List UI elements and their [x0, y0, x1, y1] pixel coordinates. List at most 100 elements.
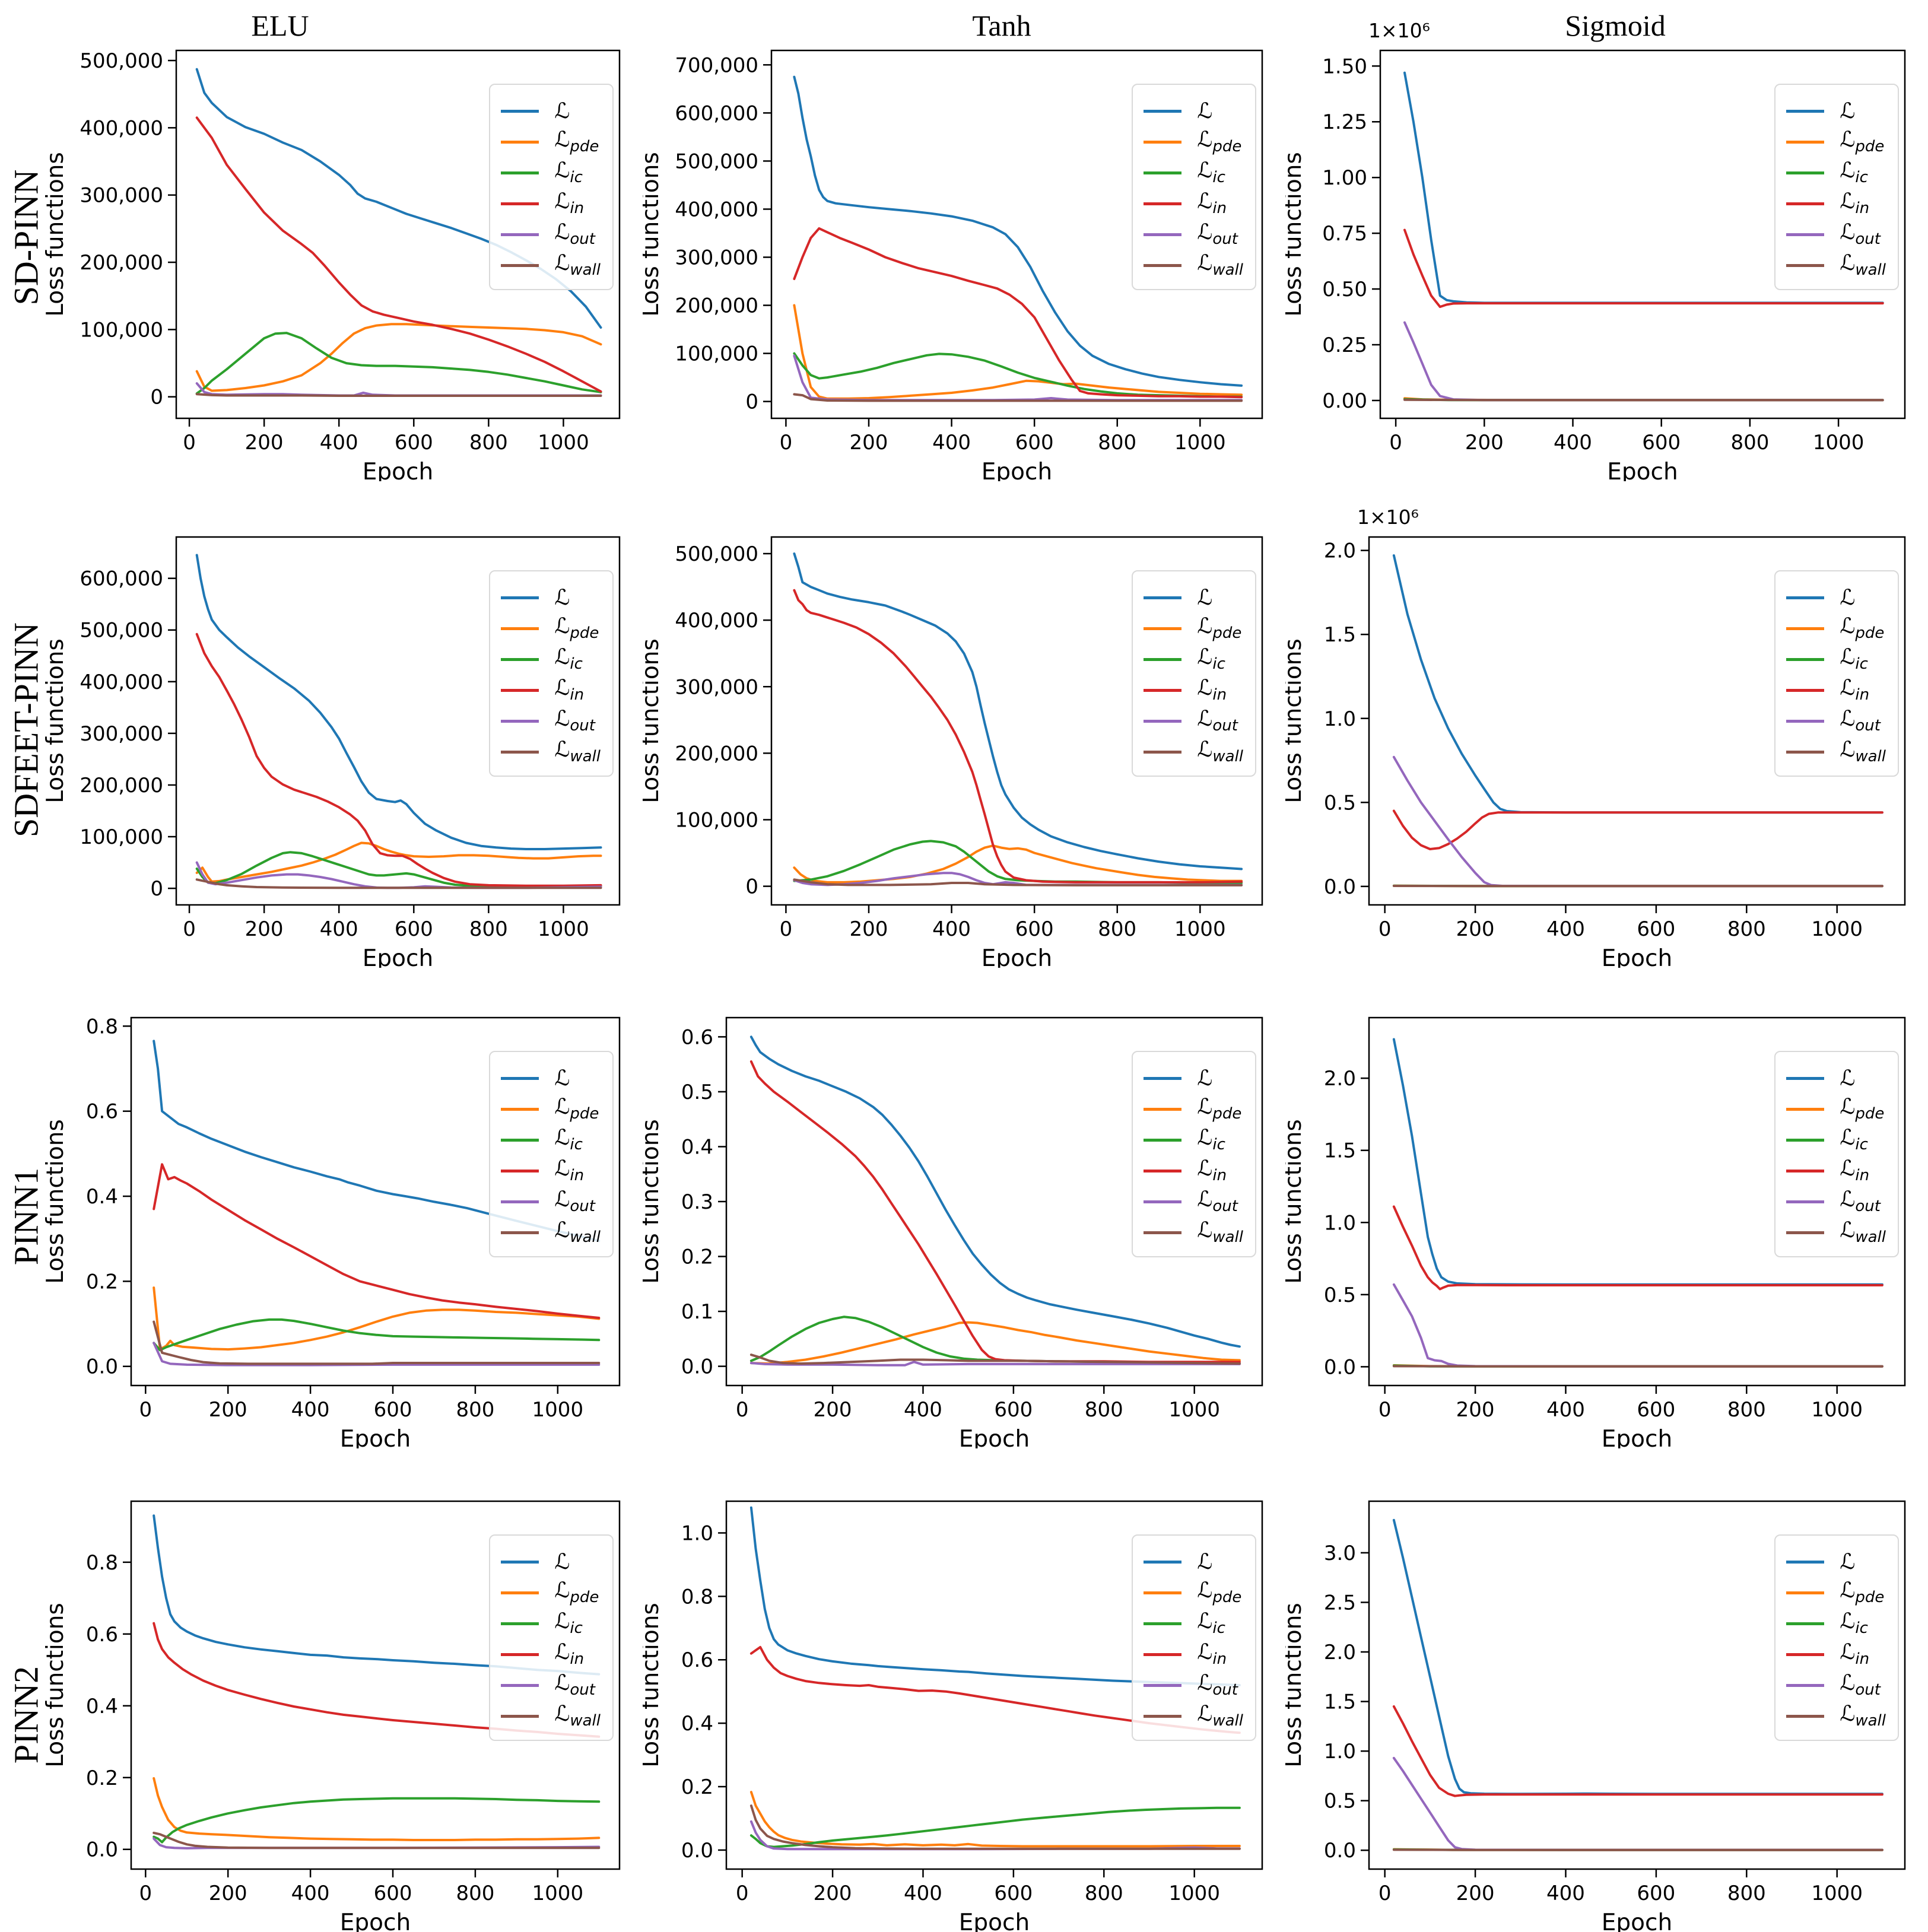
legend-label: ℒ: [1840, 98, 1856, 123]
series-L_pde-line: [195, 323, 602, 392]
legend-label: ℒ: [1197, 98, 1213, 123]
y-tick-label: 100,000: [675, 808, 758, 832]
legend-line-swatch: [1786, 1591, 1825, 1594]
x-tick-label: 0: [183, 917, 196, 941]
legend-label: ℒin: [554, 1156, 585, 1185]
legend-line-swatch: [1144, 171, 1182, 174]
x-axis-label: Epoch: [959, 1426, 1030, 1448]
y-tick-label: 1.5: [1324, 1690, 1356, 1714]
chart-canvas: 0 200 400 600 800 1000 0 100,000 200,000 300,000 4…: [42, 49, 621, 481]
x-tick-label: 0: [780, 431, 793, 455]
legend-line-swatch: [1144, 140, 1182, 144]
series-L_pde-line: [793, 844, 1243, 884]
legend-item-L_pde: ℒpde: [1786, 1577, 1886, 1608]
column-title-sigmoid: Sigmoid: [1565, 9, 1666, 42]
series-L-line: [749, 1035, 1241, 1348]
y-tick-label: 600,000: [675, 101, 758, 125]
chart-canvas: 0 200 400 600 800 1000 0.0 0.1 0.2 0.3 0.4 0.5 0.6 Ep…: [643, 1016, 1263, 1448]
legend-item-L_ic: ℒic: [1144, 1608, 1243, 1639]
legend-label: ℒwall: [1197, 251, 1243, 279]
legend-item-L: ℒ: [501, 1546, 601, 1577]
legend-line-swatch: [1786, 109, 1825, 113]
legend-label: ℒic: [1197, 158, 1225, 187]
legend-line-swatch: [1786, 1653, 1825, 1656]
plot-border: [725, 1500, 1263, 1870]
x-axis-label: Epoch: [982, 945, 1052, 968]
legend-line-swatch: [501, 263, 539, 267]
x-tick-label: 0: [736, 1398, 749, 1422]
x-tick-label: 400: [1554, 431, 1592, 455]
legend-item-L_out: ℒout: [501, 219, 601, 250]
series-L_pde-line: [749, 1791, 1241, 1848]
legend-label: ℒwall: [554, 738, 601, 766]
y-tick-label: 0.2: [86, 1766, 118, 1790]
x-tick-label: 400: [320, 431, 358, 455]
x-tick-label: 1000: [1813, 431, 1865, 455]
legend-label: ℒ: [1840, 585, 1856, 610]
y-tick-label: 0.0: [1324, 1839, 1356, 1863]
legend-label: ℒ: [1840, 1066, 1856, 1091]
x-tick-label: 800: [1727, 1398, 1766, 1422]
legend-label: ℒin: [554, 676, 585, 704]
legend: ℒ ℒpde ℒic ℒin ℒout ℒwall: [489, 84, 614, 290]
x-tick-label: 400: [291, 1398, 330, 1422]
legend-label: ℒic: [1840, 158, 1868, 187]
chart-sd-pinn-elu: 0 200 400 600 800 1000 0 100,000 200,000 300,000 4…: [0, 0, 643, 481]
legend-line-swatch: [1144, 202, 1182, 205]
series-L_wall-line: [793, 878, 1243, 886]
legend-label: ℒin: [1197, 1640, 1227, 1669]
legend-label: ℒin: [1197, 676, 1227, 704]
y-tick-label: 0.8: [86, 1015, 118, 1038]
legend-line-swatch: [501, 596, 539, 599]
legend-label: ℒout: [1197, 1187, 1238, 1216]
legend-label: ℒic: [554, 645, 583, 673]
legend-label: ℒwall: [1197, 1218, 1243, 1247]
chart-canvas: 0 200 400 600 800 1000 0.0 0.5 1.0 1.5 2.01×10⁶ Epo…: [1285, 506, 1906, 968]
x-tick-label: 1000: [1174, 917, 1226, 941]
legend-item-L: ℒ: [501, 1063, 601, 1094]
y-tick-label: 0.5: [1324, 791, 1356, 815]
legend-label: ℒout: [554, 220, 595, 249]
legend-line-swatch: [1144, 263, 1182, 267]
legend-item-L_out: ℒout: [1786, 219, 1886, 250]
x-tick-label: 800: [1727, 917, 1766, 941]
legend-line-swatch: [1144, 1622, 1182, 1625]
legend-label: ℒpde: [1197, 614, 1242, 643]
legend-item-L_out: ℒout: [501, 1186, 601, 1217]
legend-line-swatch: [1786, 750, 1825, 754]
x-tick-label: 0: [780, 917, 793, 941]
y-tick-label: 1.0: [1324, 707, 1356, 731]
legend-line-swatch: [1144, 657, 1182, 661]
series-L_ic-line: [195, 851, 602, 888]
x-tick-label: 0: [1389, 431, 1402, 455]
y-tick-label: 0.0: [86, 1355, 118, 1379]
series-L-line: [793, 75, 1243, 387]
y-tick-label: 0.1: [681, 1300, 713, 1324]
legend-label: ℒ: [554, 1066, 570, 1091]
y-tick-label: 0.0: [681, 1355, 713, 1379]
plot-border: [770, 536, 1263, 906]
legend-label: ℒ: [554, 585, 570, 610]
y-axis-label: Loss functions: [1285, 1119, 1307, 1284]
legend: ℒ ℒpde ℒic ℒin ℒout ℒwall: [1774, 1051, 1899, 1257]
legend-item-L_ic: ℒic: [1144, 644, 1243, 675]
series-L_ic-line: [195, 332, 602, 395]
x-axis-label: Epoch: [363, 945, 433, 968]
y-tick-label: 0.4: [681, 1135, 713, 1159]
chart-canvas: 0 200 400 600 800 1000 0.0 0.5 1.0 1.5 2.0 Epoch Los…: [1285, 1016, 1906, 1448]
legend-item-L_wall: ℒwall: [1144, 1701, 1243, 1731]
x-tick-label: 800: [456, 1882, 494, 1905]
legend-label: ℒpde: [1197, 128, 1242, 156]
legend-item-L_in: ℒin: [501, 675, 601, 706]
legend-item-L_in: ℒin: [1144, 188, 1243, 219]
legend-item-L: ℒ: [501, 582, 601, 613]
x-tick-label: 600: [1642, 431, 1681, 455]
legend-item-L_out: ℒout: [1786, 706, 1886, 736]
y-tick-label: 500,000: [80, 49, 163, 73]
y-tick-label: 0.25: [1322, 333, 1367, 357]
series-L_pde-line: [749, 1321, 1241, 1365]
x-axis-label: Epoch: [1607, 459, 1678, 481]
legend: ℒ ℒpde ℒic ℒin ℒout ℒwall: [1132, 570, 1256, 777]
legend-item-L_in: ℒin: [501, 188, 601, 219]
y-tick-label: 0.2: [86, 1270, 118, 1294]
